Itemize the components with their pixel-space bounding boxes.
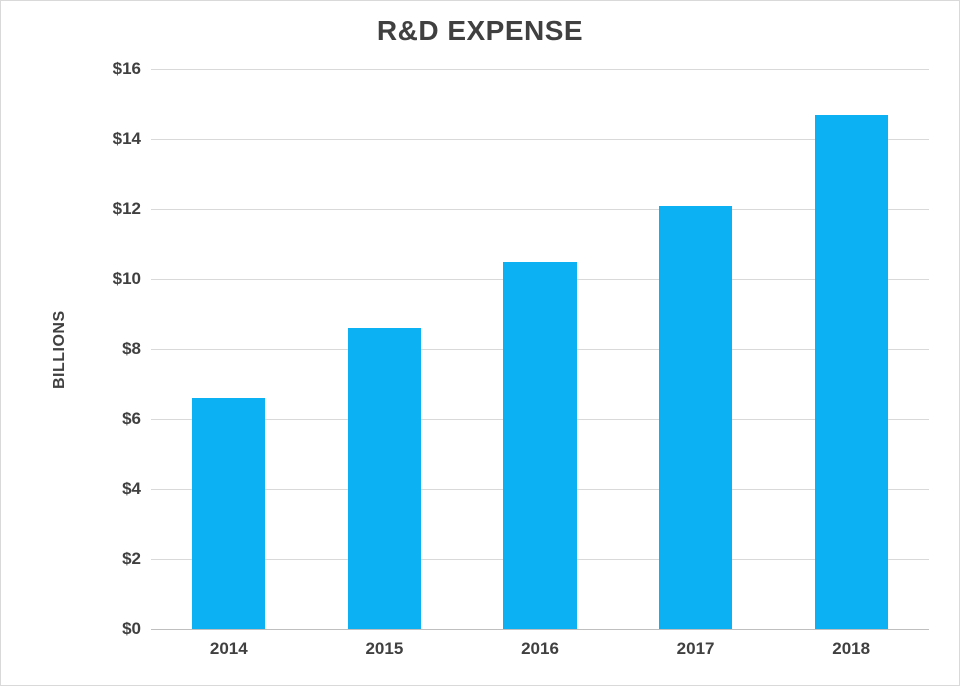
y-tick-label: $8 [122, 339, 151, 359]
y-tick-label: $2 [122, 549, 151, 569]
y-tick-label: $4 [122, 479, 151, 499]
bar [659, 206, 732, 630]
bar [503, 262, 576, 630]
x-tick-label: 2014 [210, 629, 248, 659]
x-tick-label: 2015 [365, 629, 403, 659]
bar [815, 115, 888, 630]
x-tick-label: 2018 [832, 629, 870, 659]
y-axis-label: BILLIONS [51, 310, 69, 389]
gridline [151, 139, 929, 140]
chart-title: R&D EXPENSE [1, 15, 959, 47]
y-tick-label: $16 [113, 59, 151, 79]
gridline [151, 209, 929, 210]
x-tick-label: 2017 [677, 629, 715, 659]
chart-frame: R&D EXPENSE BILLIONS $0$2$4$6$8$10$12$14… [0, 0, 960, 686]
gridline [151, 69, 929, 70]
bar [348, 328, 421, 629]
bar [192, 398, 265, 629]
y-tick-label: $6 [122, 409, 151, 429]
y-tick-label: $14 [113, 129, 151, 149]
y-tick-label: $10 [113, 269, 151, 289]
plot-area: $0$2$4$6$8$10$12$14$16201420152016201720… [151, 69, 929, 629]
y-tick-label: $12 [113, 199, 151, 219]
x-tick-label: 2016 [521, 629, 559, 659]
y-tick-label: $0 [122, 619, 151, 639]
